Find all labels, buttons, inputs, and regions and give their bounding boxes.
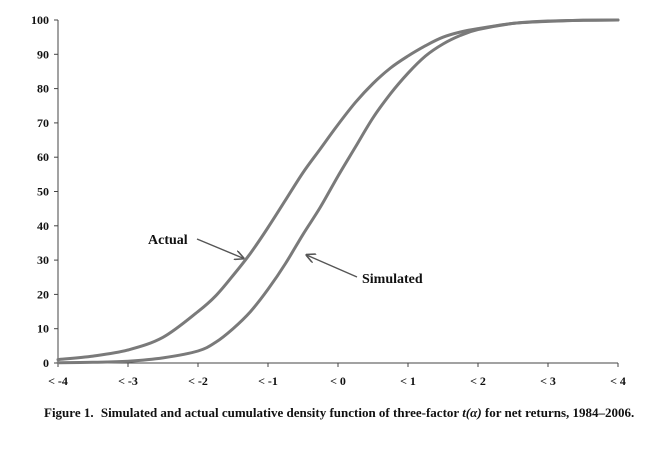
series-layer [56, 18, 620, 365]
x-tick-label: < -3 [118, 374, 138, 388]
x-tick-label: < 3 [540, 374, 556, 388]
caption-italic: t(α) [462, 405, 482, 420]
y-tick-label: 0 [43, 356, 49, 370]
y-tick-label: 80 [37, 82, 49, 96]
annotation-layer: Actual Simulated [148, 233, 423, 287]
annotation-label-simulated: Simulated [362, 272, 423, 287]
x-tick-label: < 1 [400, 374, 416, 388]
y-tick-label: 30 [37, 253, 49, 267]
x-tick-label: < 2 [470, 374, 486, 388]
figure-label: Figure 1. [44, 405, 94, 420]
y-tick-label: 40 [37, 219, 49, 233]
x-tick-label: < 0 [330, 374, 346, 388]
x-tick-label: < -4 [48, 374, 68, 388]
series-line-simulated [56, 18, 620, 365]
annotation-arrow-actual [196, 238, 244, 258]
series-line-actual [56, 18, 620, 362]
annotation-arrow-simulated [307, 255, 358, 278]
y-tick-label: 50 [37, 185, 49, 199]
x-tick-label: < 4 [610, 374, 626, 388]
y-tick-label: 100 [31, 13, 49, 27]
x-axis-ticks: < -4 < -3 < -2 < -1 < 0 < 1 < 2 < 3 < 4 [48, 363, 626, 388]
y-tick-label: 90 [37, 47, 49, 61]
x-tick-label: < -2 [188, 374, 208, 388]
annotation-label-actual: Actual [148, 233, 188, 248]
y-tick-label: 60 [37, 150, 49, 164]
y-tick-label: 10 [37, 322, 49, 336]
figure-caption: Figure 1. Simulated and actual cumulativ… [44, 404, 644, 421]
caption-text-after: for net returns, 1984–2006. [484, 405, 635, 420]
y-axis-ticks: 0 10 20 30 40 50 60 70 80 90 100 [31, 13, 58, 370]
y-tick-label: 70 [37, 116, 49, 130]
y-tick-label: 20 [37, 287, 49, 301]
x-tick-label: < -1 [258, 374, 278, 388]
caption-text-before: Simulated and actual cumulative density … [100, 405, 459, 420]
